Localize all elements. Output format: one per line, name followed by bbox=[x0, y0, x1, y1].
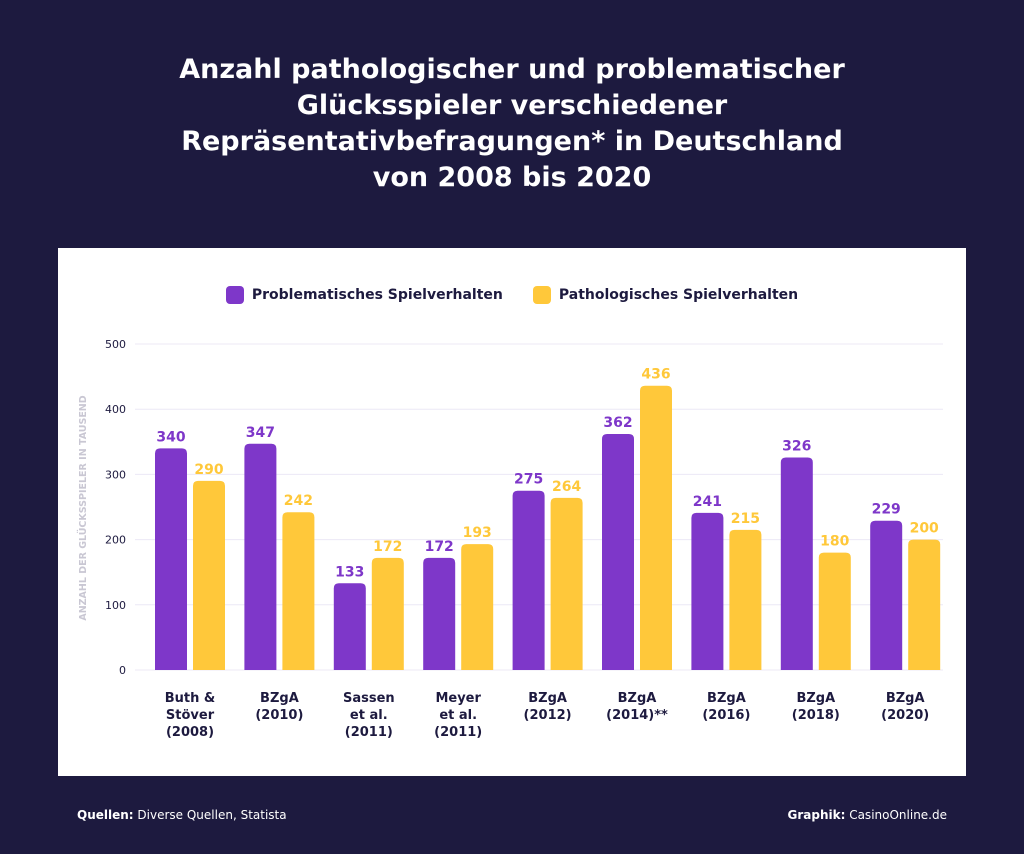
data-label: 172 bbox=[373, 539, 402, 555]
data-label: 275 bbox=[514, 472, 543, 488]
x-tick-label: BZgA bbox=[886, 691, 925, 706]
bar bbox=[818, 552, 851, 670]
bar bbox=[908, 539, 941, 670]
legend-label: Problematisches Spielverhalten bbox=[251, 287, 503, 303]
x-tick-label: Sassen bbox=[343, 691, 395, 706]
y-tick-label: 200 bbox=[105, 534, 126, 547]
x-tick-label: BZgA bbox=[618, 691, 657, 706]
x-tick-label: (2011) bbox=[434, 725, 482, 740]
source-text: Diverse Quellen, Statista bbox=[137, 808, 287, 822]
data-label: 229 bbox=[872, 502, 901, 518]
legend: Problematisches Spielverhalten Pathologi… bbox=[0, 286, 1024, 304]
data-label: 436 bbox=[641, 367, 670, 383]
credit-text: CasinoOnline.de bbox=[849, 808, 947, 822]
y-axis-label: ANZAHL DER GLÜCKSSPIELER IN TAUSEND bbox=[78, 395, 89, 620]
y-tick-label: 500 bbox=[105, 338, 126, 351]
data-label: 326 bbox=[782, 438, 811, 454]
bar bbox=[333, 583, 366, 670]
x-tick-label: BZgA bbox=[260, 691, 299, 706]
x-tick-label: (2016) bbox=[702, 708, 750, 723]
bar bbox=[729, 529, 762, 670]
data-label: 215 bbox=[731, 511, 760, 527]
x-tick-label: (2012) bbox=[524, 708, 572, 723]
credit-label: Graphik: bbox=[787, 808, 846, 822]
data-label: 172 bbox=[425, 539, 454, 555]
y-tick-label: 0 bbox=[119, 664, 126, 677]
bar bbox=[282, 512, 315, 670]
x-tick-label: (2008) bbox=[166, 725, 214, 740]
data-label: 193 bbox=[463, 525, 492, 541]
x-tick-label: (2014)** bbox=[606, 708, 668, 723]
data-label: 242 bbox=[284, 493, 313, 509]
x-tick-label: (2011) bbox=[345, 725, 393, 740]
data-label: 264 bbox=[552, 479, 581, 495]
bar bbox=[423, 557, 456, 670]
x-tick-label: (2020) bbox=[881, 708, 929, 723]
x-tick-label: BZgA bbox=[796, 691, 835, 706]
data-label: 347 bbox=[246, 425, 275, 441]
y-tick-label: 100 bbox=[105, 599, 126, 612]
y-tick-label: 400 bbox=[105, 403, 126, 416]
bar bbox=[602, 433, 634, 670]
data-label: 362 bbox=[603, 415, 632, 431]
x-tick-label: et al. bbox=[439, 708, 477, 723]
source-label: Quellen: bbox=[77, 808, 134, 822]
bar bbox=[512, 490, 545, 670]
x-tick-label: BZgA bbox=[707, 691, 746, 706]
x-tick-label: Meyer bbox=[435, 691, 481, 706]
data-label: 241 bbox=[693, 494, 722, 510]
chart-title: Anzahl pathologischer und problematische… bbox=[179, 54, 845, 193]
bar bbox=[691, 512, 724, 670]
bar bbox=[780, 457, 813, 670]
data-label: 340 bbox=[156, 429, 185, 445]
bar bbox=[461, 544, 494, 670]
bar bbox=[193, 480, 225, 670]
data-label: 200 bbox=[910, 521, 939, 537]
credit-note: Graphik: CasinoOnline.de bbox=[787, 808, 947, 822]
legend-item-pathological: Pathologisches Spielverhalten bbox=[532, 286, 799, 304]
legend-label: Pathologisches Spielverhalten bbox=[558, 287, 799, 303]
data-label: 180 bbox=[820, 534, 849, 550]
x-tick-label: (2010) bbox=[255, 708, 303, 723]
bar bbox=[244, 443, 277, 670]
bar bbox=[640, 385, 672, 670]
x-tick-label: et al. bbox=[350, 708, 388, 723]
x-tick-label: Stöver bbox=[166, 708, 215, 723]
legend-swatch bbox=[532, 286, 551, 304]
x-tick-label: Buth & bbox=[165, 691, 216, 706]
x-tick-label: BZgA bbox=[528, 691, 567, 706]
data-label: 133 bbox=[335, 564, 364, 580]
bar bbox=[550, 497, 583, 670]
y-tick-label: 300 bbox=[105, 468, 126, 481]
legend-swatch bbox=[225, 286, 244, 304]
data-label: 290 bbox=[194, 462, 223, 478]
source-note: Quellen: Diverse Quellen, Statista bbox=[77, 808, 287, 822]
bar bbox=[155, 448, 187, 670]
legend-item-problematic: Problematisches Spielverhalten bbox=[225, 286, 503, 304]
x-tick-label: (2018) bbox=[792, 708, 840, 723]
bar bbox=[371, 557, 404, 670]
bar bbox=[870, 520, 903, 670]
